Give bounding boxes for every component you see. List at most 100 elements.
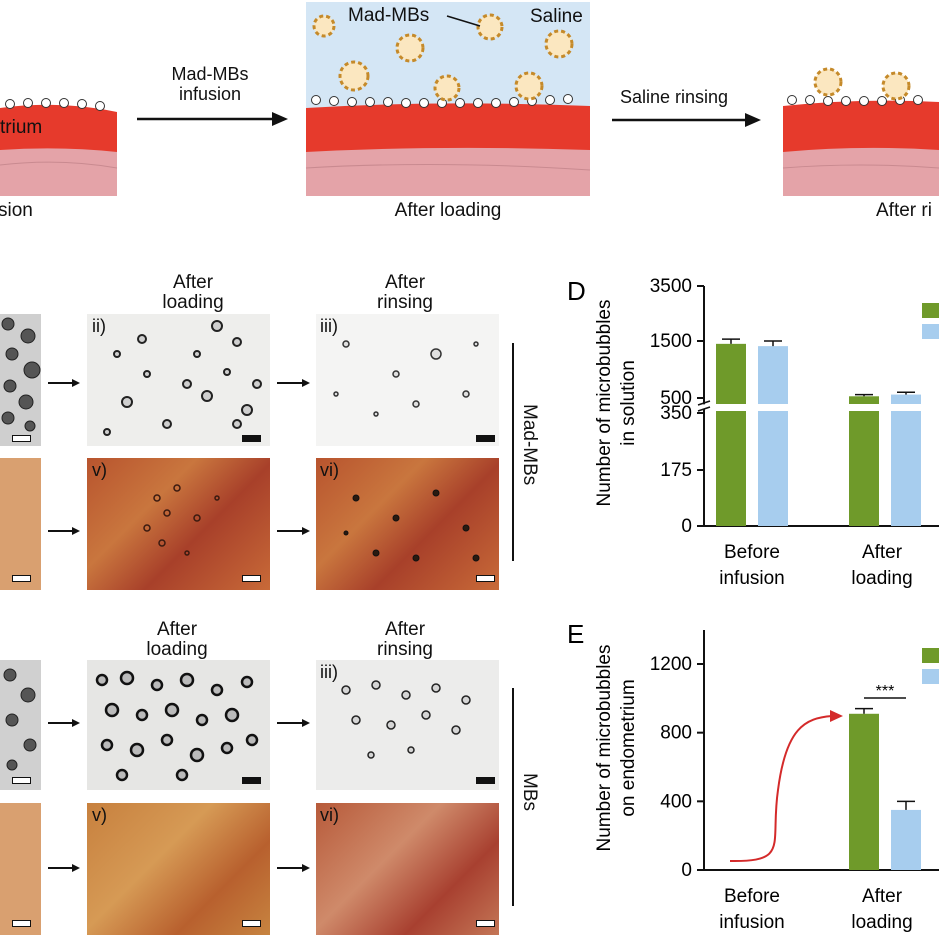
scale-bar <box>242 575 261 582</box>
top-col2-title-line1: After <box>172 272 214 293</box>
scale-bar <box>476 435 495 442</box>
legend-swatch <box>922 303 939 318</box>
panel-label: iii) <box>320 316 338 336</box>
micrograph-bottom-iv <box>0 803 41 935</box>
y-tick-label: 1200 <box>650 654 692 675</box>
trend-arrow <box>729 715 833 863</box>
schematic-graphics <box>0 2 939 196</box>
micrograph-top-iii <box>316 314 499 446</box>
bar <box>891 809 921 870</box>
panel-label: iii) <box>320 662 338 682</box>
right-box <box>782 67 939 196</box>
panel-label: vi) <box>320 460 339 480</box>
micrograph-top-vi <box>316 458 499 590</box>
top-col3-title: After rinsing <box>330 273 480 313</box>
scale-bar <box>476 920 495 927</box>
y-tick-label: 0 <box>681 860 692 881</box>
micrograph-top-iv <box>0 458 41 590</box>
legend-swatch <box>922 669 939 684</box>
scale-bar <box>12 435 31 442</box>
x-tick-label: After <box>862 542 903 563</box>
left-tissue-label: trium <box>0 117 43 138</box>
bar <box>849 411 879 526</box>
panel-label: v) <box>92 460 107 480</box>
micrograph-bottom-v <box>87 803 270 935</box>
axis-break-mark <box>697 406 711 412</box>
bar <box>891 411 921 526</box>
micrograph-bottom-vi <box>316 803 499 935</box>
y-tick-label: 350 <box>660 403 692 424</box>
y-tick-label: 500 <box>660 388 692 409</box>
x-tick-label: infusion <box>719 912 785 933</box>
arrow-rinsing <box>612 113 761 127</box>
right-caption: After ri <box>876 200 932 221</box>
panel-letter-e: E <box>567 619 584 649</box>
left-caption: sion <box>0 200 33 221</box>
arrow2-label: Saline rinsing <box>620 87 729 107</box>
micrograph-bottom-i <box>0 660 41 790</box>
arrow1-label-line1: Mad-MBs <box>171 64 249 84</box>
y-axis-label-line1: Number of microbubbles <box>594 300 615 507</box>
bottom-col2-title-line1: After <box>156 619 198 640</box>
micrograph-arrows-bottom <box>48 719 310 872</box>
y-tick-label: 3500 <box>650 276 692 297</box>
scale-bar <box>12 777 31 784</box>
micrograph-top-ii <box>87 314 270 446</box>
left-tissue <box>0 98 118 196</box>
bottom-col3-title-line2: rinsing <box>377 639 433 660</box>
bar <box>716 411 746 526</box>
axis-break-mark <box>697 400 711 406</box>
arrow-infusion <box>137 112 288 126</box>
saline-label: Saline <box>530 6 583 27</box>
bubbles-bottom-ii <box>95 670 259 782</box>
micrograph-bottom-ii <box>87 660 270 790</box>
significance-label: *** <box>876 683 895 700</box>
y-tick-label: 800 <box>660 723 692 744</box>
group-bracket <box>512 688 514 906</box>
top-col3-title-line2: rinsing <box>377 292 433 313</box>
bar <box>716 343 746 404</box>
group-bracket <box>512 343 514 561</box>
panel-letter-d: D <box>567 276 586 306</box>
bubbles-top-i <box>1 317 41 432</box>
top-col2-title-line2: loading <box>162 292 224 313</box>
x-tick-label: After <box>862 886 903 907</box>
bar <box>758 411 788 526</box>
bar <box>891 394 921 404</box>
x-tick-label: Before <box>724 542 780 563</box>
middle-caption: After loading <box>394 200 502 221</box>
y-axis-label-line2: in solution <box>618 360 639 446</box>
panel-label: ii) <box>92 316 106 336</box>
scale-bar <box>12 920 31 927</box>
x-tick-label: loading <box>851 568 912 589</box>
bottom-col2-title: After loading <box>102 620 252 660</box>
micrograph-top-i <box>0 314 41 446</box>
bubbles-top-iii <box>333 340 479 417</box>
y-axis-label-line1: Number of microbubbles <box>594 645 615 852</box>
mad-mbs-label: Mad-MBs <box>348 5 430 26</box>
trend-arrow-head <box>830 710 843 722</box>
x-tick-label: loading <box>851 912 912 933</box>
x-tick-label: Before <box>724 886 780 907</box>
bottom-col2-title-line2: loading <box>146 639 208 660</box>
bar <box>849 713 879 870</box>
scale-bar <box>242 435 261 442</box>
legend-swatch <box>922 648 939 663</box>
y-axis-label-line2: on endometrium <box>618 679 639 816</box>
arrow1-label: Mad-MBs infusion <box>150 64 270 104</box>
bubbles-bottom-iii <box>341 680 471 759</box>
scale-bar <box>476 575 495 582</box>
scale-bar <box>476 777 495 784</box>
panel-label: v) <box>92 805 107 825</box>
bubbles-top-vi <box>343 489 480 562</box>
top-col3-title-line1: After <box>384 272 426 293</box>
legend-swatch <box>922 324 939 339</box>
y-tick-label: 0 <box>681 516 692 537</box>
bubbles-top-v <box>143 484 220 556</box>
middle-box <box>305 2 591 196</box>
group-label-mad-mbs: Mad-MBs <box>519 404 540 486</box>
bar <box>849 396 879 404</box>
bottom-col3-title: After rinsing <box>330 620 480 660</box>
bar <box>758 346 788 404</box>
